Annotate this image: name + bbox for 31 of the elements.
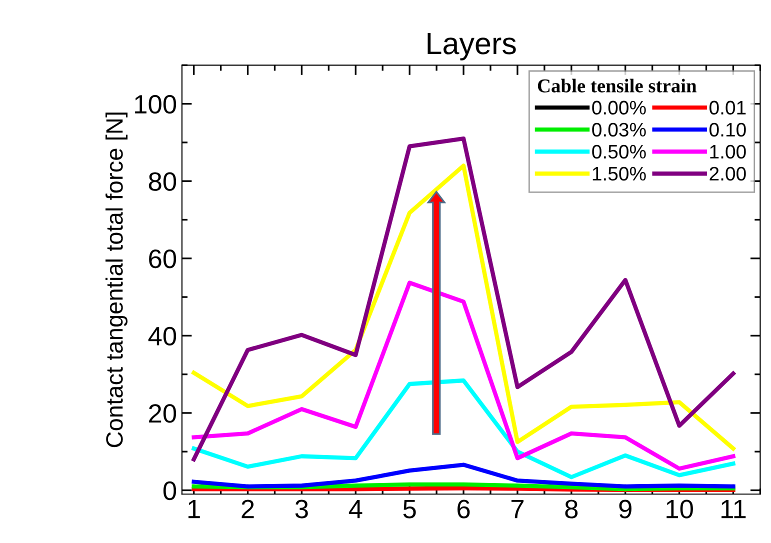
x-tick-label: 3: [295, 500, 308, 518]
legend-label: 0.03%: [592, 122, 646, 137]
x-tick-label: 6: [458, 500, 470, 518]
x-tick-label: 5: [403, 500, 416, 518]
x-tick-label: 10: [666, 500, 693, 518]
x-tick-label: 4: [348, 500, 362, 518]
legend-label: 1.50%: [592, 166, 646, 181]
y-tick-label: 20: [149, 404, 176, 423]
y-tick-label: 60: [149, 250, 176, 268]
legend-label: 0.10: [710, 122, 746, 137]
legend-label: 0.01: [710, 100, 746, 115]
x-tick-label: 9: [619, 500, 632, 518]
chart-title: Layers: [428, 33, 516, 60]
legend-label: 0.50%: [592, 144, 646, 159]
legend-label: 0.00%: [592, 100, 646, 115]
y-tick-label: 100: [135, 94, 176, 114]
legend-label: 1.00: [710, 144, 746, 159]
x-tick-label: 8: [565, 500, 578, 518]
y-tick-label: 0: [163, 481, 176, 500]
legend-title: Cable tensile strain: [538, 78, 697, 92]
y-tick-label: 40: [148, 326, 176, 346]
x-tick-label: 1: [188, 500, 200, 518]
legend-label: 2.00: [710, 166, 746, 181]
y-axis-title: Contact tangential total force [N]: [106, 112, 128, 448]
x-tick-label: 7: [511, 500, 524, 518]
line-series: [192, 280, 736, 471]
line-series: [192, 462, 736, 488]
y-tick-label: 80: [148, 172, 176, 191]
x-tick-label: 2: [242, 500, 254, 518]
x-tick-label: 11: [722, 500, 746, 518]
line-series: [192, 378, 736, 480]
